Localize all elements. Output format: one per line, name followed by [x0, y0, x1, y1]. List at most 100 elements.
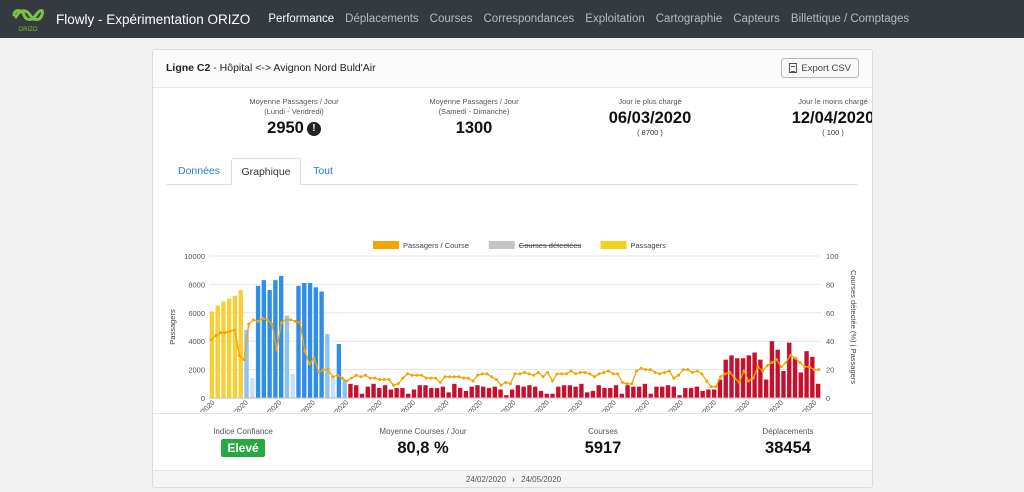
x-tick-8: 04/04/2020: [454, 399, 484, 412]
bar-65: [584, 392, 590, 398]
bar-5: [238, 290, 243, 398]
line-point-121: [775, 358, 779, 362]
y2-tick-5: 100: [826, 252, 839, 261]
bar-41: [446, 392, 451, 398]
bar-31: [388, 389, 394, 398]
x-tick-9: 09/04/2020: [488, 399, 518, 412]
line-point-97: [662, 370, 666, 374]
tab-graphique[interactable]: Graphique: [231, 158, 301, 185]
nav-item-5[interactable]: Cartographie: [655, 13, 723, 25]
nav-item-2[interactable]: Courses: [429, 13, 473, 25]
line-point-118: [761, 369, 765, 373]
bar-86: [706, 389, 711, 398]
bar-43: [457, 388, 463, 398]
line-point-71: [541, 375, 545, 379]
bar-90: [729, 355, 734, 398]
bar-61: [561, 385, 567, 398]
bar-38: [429, 388, 434, 398]
date-start: 24/02/2020: [465, 475, 506, 484]
bar-101: [792, 358, 798, 398]
line-point-74: [555, 372, 559, 376]
bar-20: [325, 334, 330, 398]
line-point-106: [705, 379, 709, 383]
orizo-logo-icon[interactable]: ORIZO: [10, 5, 46, 33]
line-point-120: [770, 361, 774, 364]
line-point-51: [448, 375, 452, 379]
line-point-102: [686, 368, 690, 372]
line-point-24: [321, 368, 325, 372]
y-tick-5: 10000: [184, 252, 205, 261]
line-point-15: [279, 321, 283, 325]
stat-value: 5917: [584, 439, 622, 457]
bar-63: [573, 386, 578, 398]
bar-87: [711, 389, 717, 398]
bar-100: [787, 342, 792, 398]
stat-value: 12/04/2020: [791, 109, 873, 127]
line-point-117: [756, 365, 760, 369]
bar-73: [631, 386, 636, 398]
bar-55: [527, 385, 532, 398]
nav-item-6[interactable]: Capteurs: [733, 13, 780, 25]
line-point-56: [471, 379, 475, 383]
stat-value: 2950!: [204, 118, 384, 138]
bar-17: [307, 282, 313, 398]
top-navbar: ORIZO Flowly - Expérimentation ORIZO Per…: [0, 0, 1024, 38]
app-title[interactable]: Flowly - Expérimentation ORIZO: [56, 11, 251, 27]
nav-item-7[interactable]: Billettique / Comptages: [790, 13, 910, 25]
bar-37: [423, 385, 428, 398]
bar-29: [377, 388, 382, 398]
line-point-33: [364, 373, 368, 377]
bar-18: [313, 287, 319, 398]
bar-54: [521, 386, 526, 398]
warning-icon[interactable]: !: [306, 122, 321, 136]
stat-value: 06/03/2020: [608, 109, 692, 127]
stat-label-sub: (Lundi - Vendredi): [264, 107, 324, 116]
line-point-14: [275, 348, 279, 352]
nav-item-0[interactable]: Performance: [268, 13, 335, 25]
legend-label-1: Courses détectées: [519, 241, 582, 250]
bar-66: [590, 390, 596, 398]
line-point-8: [247, 322, 251, 326]
line-point-128: [807, 365, 811, 369]
bar-85: [700, 390, 705, 398]
line-point-59: [485, 372, 489, 376]
stat-label: Jour le moins chargé: [798, 97, 868, 106]
bar-39: [434, 388, 440, 398]
nav-item-4[interactable]: Exploitation: [585, 13, 645, 25]
line-point-7: [242, 358, 246, 362]
bar-99: [781, 371, 786, 398]
line-label: Ligne C2: [166, 62, 211, 74]
line-point-124: [789, 353, 793, 357]
bar-19: [319, 291, 324, 398]
tab-tout[interactable]: Tout: [313, 165, 333, 177]
summary-stats: Indice Confiance Elevé Moyenne Courses /…: [153, 413, 872, 469]
bar-42: [452, 383, 457, 398]
line-point-99: [672, 376, 676, 380]
bar-40: [440, 386, 446, 398]
bar-76: [648, 393, 653, 398]
line-point-83: [597, 372, 601, 376]
bar-27: [365, 386, 370, 398]
line-point-123: [784, 361, 788, 364]
y2-tick-1: 20: [826, 366, 834, 375]
stat-label: Indice Confiance: [213, 427, 273, 436]
line-point-66: [518, 372, 522, 376]
card-header: Ligne C2 - Hôpital <-> Avignon Nord Buld…: [153, 50, 872, 88]
bar-97: [769, 341, 775, 398]
line-point-40: [396, 382, 400, 386]
line-point-11: [261, 316, 265, 320]
legend-swatch-2: [600, 241, 627, 249]
nav-item-1[interactable]: Déplacements: [345, 13, 419, 25]
bar-103: [804, 351, 809, 398]
export-csv-button[interactable]: Export CSV: [781, 58, 859, 78]
bar-34: [405, 393, 411, 398]
line-point-32: [359, 375, 363, 379]
main-nav: Performance Déplacements Courses Correspond…: [268, 13, 920, 25]
tab-donnees[interactable]: Données: [177, 165, 221, 177]
stat-weekend-average: Moyenne Passagers / Jour (Samedi - Diman…: [384, 97, 564, 138]
bar-33: [400, 388, 405, 398]
nav-item-3[interactable]: Correspondances: [483, 13, 575, 25]
bar-79: [665, 385, 671, 398]
line-point-105: [700, 372, 704, 376]
line-point-61: [494, 378, 498, 382]
